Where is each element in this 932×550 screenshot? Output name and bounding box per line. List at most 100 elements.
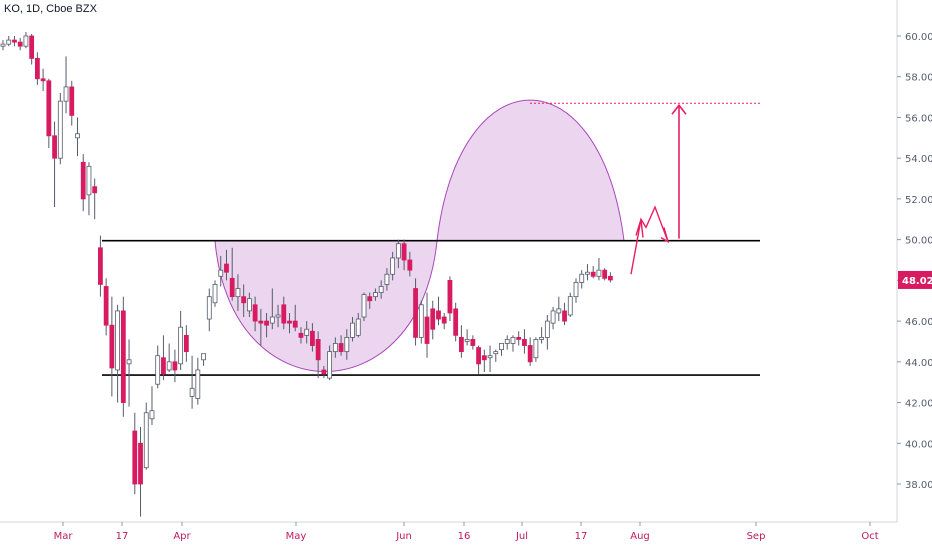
candle-body [436,310,441,320]
candle-body [527,345,533,363]
candle-body [103,286,109,326]
candle-body [115,310,120,371]
x-tick-label: Jun [395,531,412,542]
candle-body [189,387,195,397]
candle-body [476,347,481,365]
candle-body [212,284,218,304]
candle-body [0,43,6,47]
candle-body [378,286,384,293]
candle-body [556,308,562,314]
candle-body [470,339,476,346]
candle-body [258,320,264,324]
candle-body [395,243,401,259]
candle-body [562,310,567,322]
candle-body [567,296,573,316]
candle-body [57,100,63,159]
candle-body [590,271,596,277]
candle-body [516,336,522,340]
candle-body [195,369,201,399]
candle-body [241,296,247,304]
candle-body [458,336,464,353]
candle-body [327,351,333,379]
candle-body [143,412,149,469]
candle-body [252,304,258,322]
x-tick-label: 17 [575,531,588,542]
x-tick-label: Apr [173,531,191,542]
candle-body [235,288,241,298]
candle-body [224,263,229,273]
zigzag-arrowhead-up [635,219,644,238]
candle-body [98,247,103,285]
candle-body [441,316,447,324]
candle-body [52,135,57,159]
target-arrowhead [671,103,687,115]
candle-body [126,359,132,365]
x-tick-label: Jul [515,531,528,542]
candle-body [493,351,499,355]
candle-body [109,324,115,369]
cup-projection-shape [436,99,625,242]
candle-body [350,322,355,338]
candle-body [34,58,40,80]
candle-body [149,410,155,420]
candle-body [86,165,92,196]
candle-body [155,355,161,385]
candle-body [407,259,413,271]
candle-body [321,369,327,375]
candle-body [332,343,338,353]
candle-body [367,296,373,302]
y-tick-label: 40.00 [905,439,932,450]
y-tick-label: 52.00 [905,195,932,206]
candle-body [510,336,516,344]
candle-body [447,279,453,314]
last-price-label: 48.02 [902,276,932,287]
chart-title: KO, 1D, Cboe BZX [4,3,97,15]
y-tick-label: 44.00 [905,358,932,369]
candle-body [298,332,304,338]
candles-layer [0,31,613,517]
candle-body [275,314,281,318]
candle-body [264,320,269,326]
x-tick-label: 16 [458,531,471,542]
candle-body [120,310,126,403]
candle-body [533,339,539,359]
candle-body [75,133,80,139]
candle-body [344,336,350,353]
y-tick-label: 58.00 [905,73,932,84]
candle-body [499,343,504,350]
candle-body [550,310,556,324]
candle-body [46,80,52,137]
x-tick-label: May [286,531,307,542]
candle-body [281,304,287,324]
candle-body [481,355,487,361]
cup-pattern-layer [214,99,625,372]
candle-body [178,326,184,365]
candle-body [504,339,510,344]
y-tick-label: 60.00 [905,32,932,43]
candle-body [585,271,590,275]
x-tick-label: Oct [861,531,878,542]
candle-body [573,281,579,298]
candle-body [206,296,212,320]
last-price-badge [898,270,932,289]
candle-body [602,269,608,279]
candle-body [539,336,545,340]
x-tick-label: Mar [54,531,74,542]
projection-arrows-layer [630,103,687,275]
trend-lines-layer [102,102,760,376]
candle-body [401,243,407,261]
zigzag-arrowhead-down [660,227,670,244]
candle-body [373,292,378,298]
candle-body [201,353,206,361]
candle-body [166,361,172,371]
candle-body [269,316,275,324]
candle-body [596,269,602,277]
candle-body [544,320,550,338]
candle-body [17,41,23,47]
candle-body [287,320,292,324]
candle-body [229,277,235,298]
x-tick-label: Aug [630,531,650,542]
candle-body [172,361,178,371]
